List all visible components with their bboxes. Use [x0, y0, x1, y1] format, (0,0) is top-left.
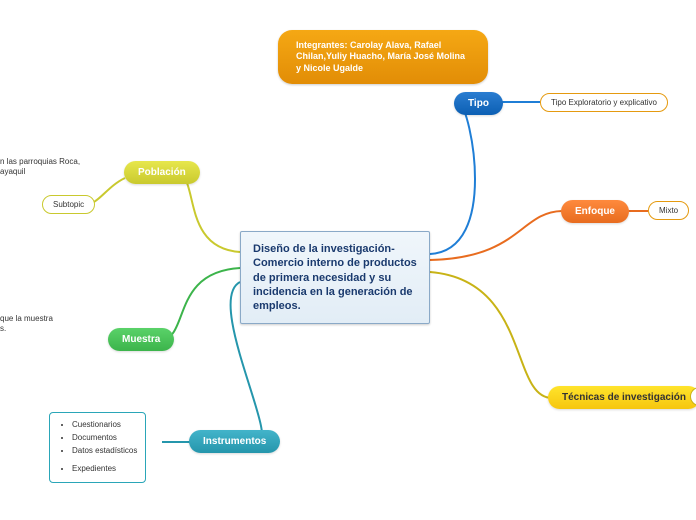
branch-muestra-label: Muestra — [122, 334, 160, 345]
instrumentos-item: Expedientes — [72, 463, 137, 476]
truncated-poblacion-text: n las parroquias Roca, ayaquil — [0, 157, 80, 178]
integrantes-banner: Integrantes: Carolay Alava, Rafael Chila… — [278, 30, 488, 84]
branch-instrumentos-label: Instrumentos — [203, 436, 266, 447]
leaf-enfoque[interactable]: Mixto — [648, 201, 689, 220]
branch-poblacion-label: Población — [138, 167, 186, 178]
branch-instrumentos[interactable]: Instrumentos — [189, 430, 280, 453]
integrantes-text: Integrantes: Carolay Alava, Rafael Chila… — [296, 40, 465, 73]
leaf-poblacion-subtopic-text: Subtopic — [53, 200, 84, 209]
instrumentos-item: Documentos — [72, 432, 137, 445]
leaf-tipo-text: Tipo Exploratorio y explicativo — [551, 98, 657, 107]
truncated-muestra-text: que la muestra s. — [0, 314, 53, 335]
instrumentos-item: Datos estadísticos — [72, 445, 137, 458]
branch-tecnicas[interactable]: Técnicas de investigación — [548, 386, 696, 409]
branch-enfoque-label: Enfoque — [575, 206, 615, 217]
branch-tipo-label: Tipo — [468, 98, 489, 109]
branch-poblacion[interactable]: Población — [124, 161, 200, 184]
branch-muestra[interactable]: Muestra — [108, 328, 174, 351]
branch-enfoque[interactable]: Enfoque — [561, 200, 629, 223]
leaf-poblacion-subtopic[interactable]: Subtopic — [42, 195, 95, 214]
branch-tipo[interactable]: Tipo — [454, 92, 503, 115]
center-topic-text: Diseño de la investigación- Comercio int… — [253, 243, 417, 312]
leaf-enfoque-text: Mixto — [659, 206, 678, 215]
leaf-tipo[interactable]: Tipo Exploratorio y explicativo — [540, 93, 668, 112]
instrumentos-list: CuestionariosDocumentosDatos estadístico… — [49, 412, 146, 483]
instrumentos-item: Cuestionarios — [72, 419, 137, 432]
branch-tecnicas-label: Técnicas de investigación — [562, 392, 686, 403]
center-topic[interactable]: Diseño de la investigación- Comercio int… — [240, 231, 430, 324]
